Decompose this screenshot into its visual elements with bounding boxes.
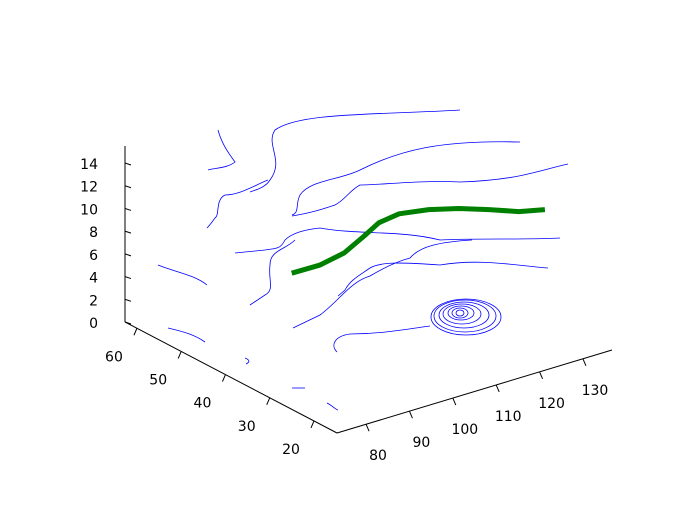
z-tick — [124, 230, 132, 234]
contour — [455, 309, 465, 317]
x-tick — [452, 397, 457, 406]
x-tick — [582, 358, 587, 366]
contour — [244, 357, 250, 365]
contour — [249, 239, 296, 306]
y-tick — [177, 351, 182, 359]
x-tick — [365, 424, 370, 432]
y-tick — [133, 328, 138, 336]
contour-lines — [157, 109, 569, 411]
z-tick — [124, 298, 132, 302]
contour — [234, 227, 561, 254]
z-tick-label: 4 — [89, 271, 98, 287]
x-tick — [539, 371, 544, 380]
y-tick-label: 30 — [238, 419, 256, 435]
contour — [292, 239, 473, 329]
contour — [249, 109, 461, 193]
contour — [207, 129, 236, 171]
x-tick-label: 120 — [538, 396, 565, 412]
contour — [430, 298, 502, 336]
z-tick-label: 12 — [80, 180, 98, 196]
z-tick-label: 8 — [89, 225, 98, 241]
contour — [206, 179, 269, 229]
x-tick — [408, 410, 413, 419]
y-tick — [222, 374, 226, 382]
contour — [337, 261, 549, 297]
z-tick — [124, 207, 132, 211]
z-tick — [124, 321, 132, 325]
contour — [433, 299, 497, 333]
y-tick — [310, 420, 315, 429]
x-axis — [336, 349, 613, 434]
z-tick-label: 0 — [89, 316, 98, 332]
y-axis — [124, 321, 338, 434]
y-tick-label: 40 — [194, 396, 212, 412]
x-tick-label: 90 — [413, 435, 431, 451]
x-tick-label: 100 — [451, 422, 478, 438]
path-line — [291, 206, 546, 276]
contour — [291, 163, 569, 217]
contour — [157, 264, 208, 286]
y-tick-label: 20 — [282, 442, 300, 458]
z-tick — [124, 276, 132, 280]
y-tick-label: 60 — [105, 349, 123, 365]
y-tick-label: 50 — [149, 372, 167, 388]
x-tick-label: 80 — [369, 448, 387, 464]
contour — [326, 402, 339, 411]
contour — [167, 327, 206, 343]
contour — [333, 325, 431, 353]
z-tick-label: 10 — [80, 202, 98, 218]
x-tick-label: 130 — [582, 383, 609, 399]
contour — [447, 305, 475, 321]
contour — [438, 301, 490, 329]
z-tick — [124, 253, 132, 257]
contour — [442, 303, 482, 325]
y-tick — [266, 397, 271, 405]
contour — [291, 141, 521, 216]
x-tick — [495, 384, 500, 393]
z-tick — [124, 162, 132, 166]
z-tick-label: 14 — [80, 157, 98, 173]
z-tick-label: 2 — [89, 293, 98, 309]
x-tick-label: 110 — [495, 409, 522, 425]
contour — [451, 307, 469, 319]
z-tick — [124, 185, 132, 189]
z-tick-label: 6 — [89, 248, 98, 264]
